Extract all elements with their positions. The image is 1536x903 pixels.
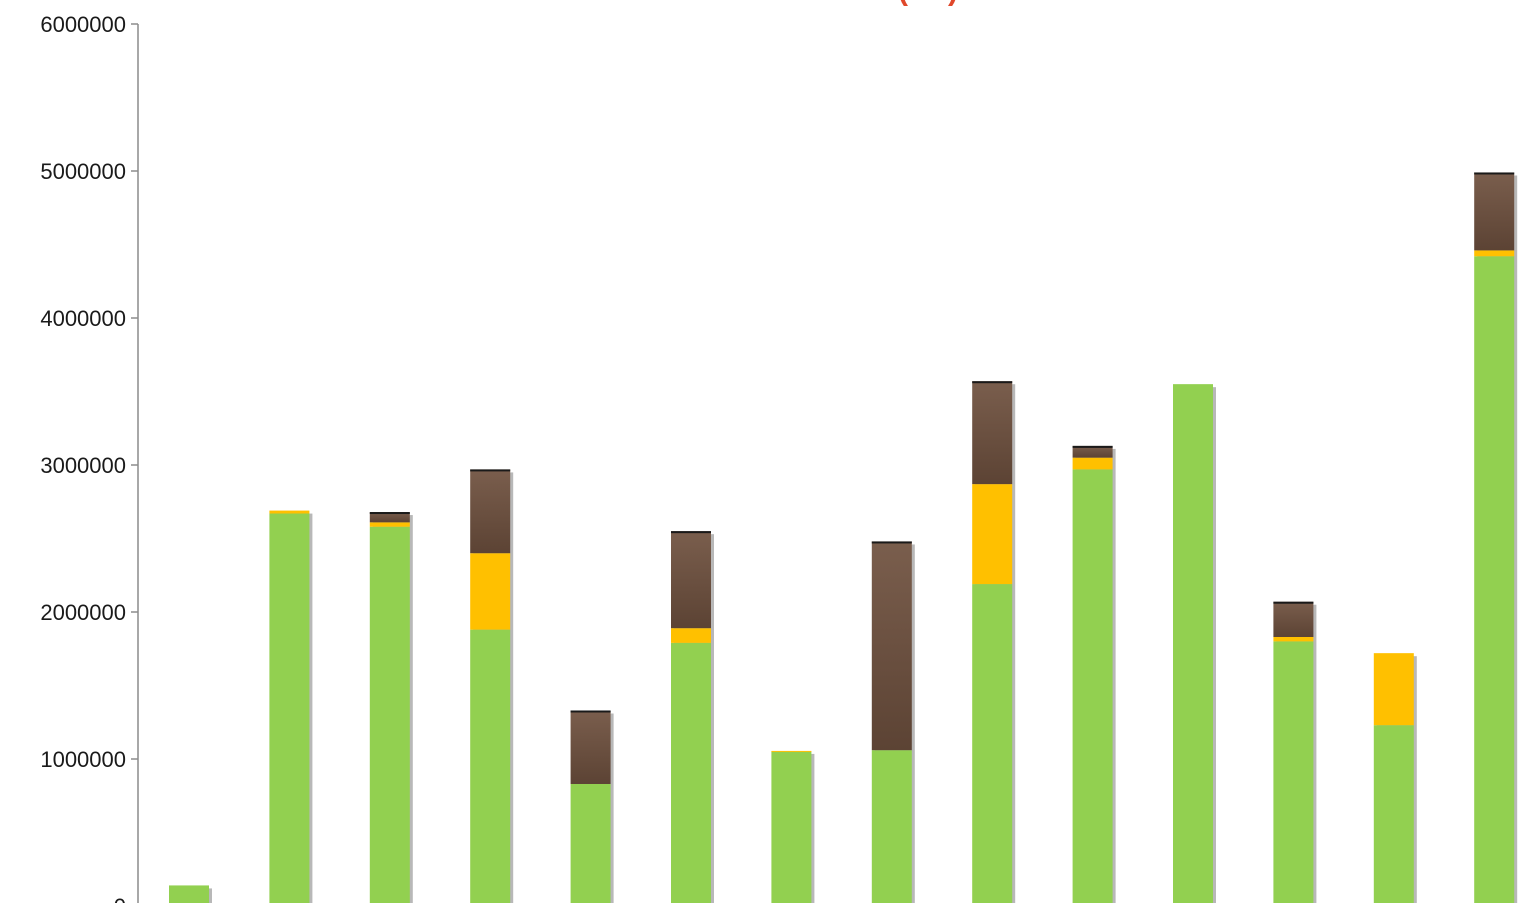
y-tick-label: 0: [114, 894, 126, 903]
bar-segment-2: [1072, 457, 1113, 470]
bar-segment-1: [169, 885, 209, 903]
bar-segment-3: [972, 381, 1013, 485]
bar-segment-1: [1373, 725, 1414, 903]
bar-segment-2: [1474, 250, 1515, 257]
y-axis: [131, 23, 139, 903]
bar-segment-2: [671, 628, 711, 643]
bar-segment-3: [1273, 601, 1314, 637]
y-tick-label: 6000000: [40, 12, 126, 37]
y-tick-label: 5000000: [40, 159, 126, 184]
bar-segment-1: [1173, 384, 1213, 903]
bar-segment-3: [470, 469, 511, 554]
bar-segment-1: [671, 642, 711, 903]
bar-top-cap: [1474, 172, 1515, 175]
bar-top-cap: [871, 541, 912, 544]
bar-segment-1: [269, 513, 310, 903]
bar-segment-2: [1273, 636, 1314, 642]
y-tick-label: 2000000: [40, 600, 126, 625]
y-tick-labels: 0 1000000 2000000 3000000 4000000 5000000 6000…: [40, 12, 126, 903]
bar-segment-1: [1072, 469, 1113, 903]
bar-segment-3: [1474, 172, 1515, 251]
bar-top-cap: [972, 381, 1013, 384]
bar-top-cap: [1273, 601, 1314, 604]
bar-top-cap: [671, 531, 711, 534]
bar-segment-1: [1474, 256, 1515, 903]
bar-segment-2: [972, 484, 1013, 585]
bar-segment-1: [972, 584, 1013, 903]
bar-segment-1: [1273, 641, 1314, 903]
bar-segment-1: [771, 751, 812, 903]
bar-segment-2: [771, 750, 812, 752]
bar-segment-3: [871, 541, 912, 751]
bar-segment-3: [570, 710, 611, 784]
bar-segment-1: [369, 526, 410, 903]
bar-top-cap: [470, 469, 511, 472]
bar-segment-1: [570, 783, 611, 903]
bar-segment-1: [470, 629, 511, 903]
bar-segment-2: [269, 510, 310, 514]
bars: [169, 172, 1515, 903]
y-tick-label: 1000000: [40, 747, 126, 772]
bar-segment-2: [369, 522, 410, 527]
bar-segment-3: [369, 512, 410, 523]
bar-segment-1: [871, 750, 912, 903]
bar-segment-2: [470, 553, 511, 630]
chart-title: (----): [898, 0, 958, 7]
bar-top-cap: [570, 710, 611, 713]
bar-segment-2: [1373, 653, 1414, 726]
y-tick-label: 3000000: [40, 453, 126, 478]
bar-top-cap: [369, 512, 410, 515]
y-tick-label: 4000000: [40, 306, 126, 331]
bar-top-cap: [1072, 445, 1113, 448]
bar-segment-3: [671, 531, 711, 629]
bar-segment-3: [1072, 445, 1113, 458]
